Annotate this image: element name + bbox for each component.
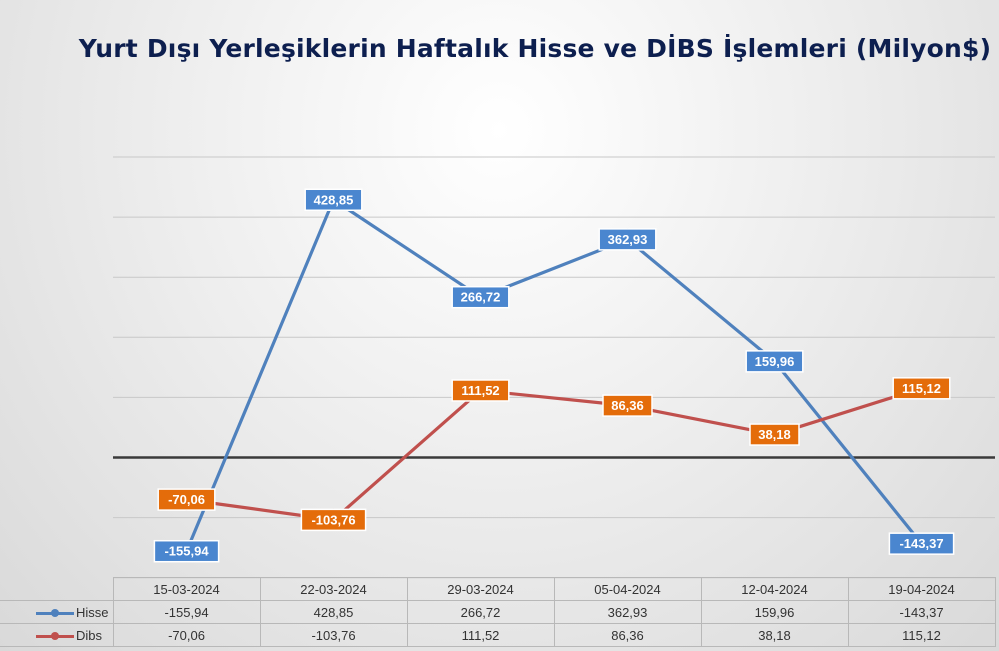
- chart-title: Yurt Dışı Yerleşiklerin Haftalık Hisse v…: [78, 34, 992, 63]
- legend-key: [36, 608, 74, 618]
- category-label: 15-03-2024: [112, 577, 261, 601]
- table-row: Hisse -155,94 428,85 266,72 362,93 159,96 -143…: [0, 600, 996, 624]
- data-label-box: [300, 508, 367, 532]
- table-cell: 115,12: [847, 623, 996, 647]
- data-label-dibs: -103,76: [300, 508, 367, 532]
- table-cell: -103,76: [259, 623, 408, 647]
- data-label-text: 115,12: [902, 381, 941, 396]
- data-label-box: [157, 488, 216, 511]
- data-label-text: 266,72: [461, 290, 501, 305]
- category-label: 12-04-2024: [700, 577, 849, 601]
- table-cell: 38,18: [700, 623, 849, 647]
- data-label-hisse: -143,37: [888, 532, 955, 555]
- table-cell: -155,94: [112, 600, 261, 624]
- category-label: 05-04-2024: [553, 577, 702, 601]
- data-label-box: [598, 228, 657, 251]
- data-label-dibs: 111,52: [451, 379, 510, 402]
- data-label-text: -143,37: [899, 536, 943, 551]
- table-cell: 86,36: [553, 623, 702, 647]
- data-label-dibs: -70,06: [157, 488, 216, 511]
- data-label-hisse: 159,96: [745, 350, 804, 373]
- series-line-hisse: [185, 198, 923, 552]
- data-labels: -155,94 428,85 266,72 362,93 159,96 -143,37 -7…: [153, 188, 955, 563]
- data-label-text: 362,93: [608, 232, 648, 247]
- data-label-text: -103,76: [311, 512, 355, 527]
- table-corner: [0, 577, 114, 601]
- data-label-box: [451, 285, 510, 309]
- data-label-box: [602, 394, 653, 417]
- data-label-hisse: -155,94: [153, 539, 220, 563]
- data-label-text: 86,36: [611, 398, 644, 413]
- category-label: 19-04-2024: [847, 577, 996, 601]
- legend-entry: Dibs: [0, 623, 114, 647]
- legend-key: [36, 631, 74, 641]
- table-cell: 159,96: [700, 600, 849, 624]
- legend-entry: Hisse: [0, 600, 114, 624]
- data-label-text: 159,96: [755, 354, 795, 369]
- table-cell: 428,85: [259, 600, 408, 624]
- data-label-dibs: 115,12: [892, 377, 951, 400]
- data-label-hisse: 266,72: [451, 285, 510, 309]
- table-cell: 111,52: [406, 623, 555, 647]
- data-label-text: 428,85: [314, 192, 354, 207]
- data-label-box: [745, 350, 804, 373]
- data-label-text: -70,06: [168, 492, 205, 507]
- table-cell: -143,37: [847, 600, 996, 624]
- gridlines: [113, 156, 995, 579]
- table-cell: 362,93: [553, 600, 702, 624]
- table-cell: -70,06: [112, 623, 261, 647]
- data-label-box: [749, 423, 800, 446]
- table-row: Dibs -70,06 -103,76 111,52 86,36 38,18 115,12: [0, 623, 996, 647]
- data-label-box: [892, 377, 951, 400]
- data-label-box: [304, 188, 363, 212]
- table-cell: 266,72: [406, 600, 555, 624]
- legend-name: Dibs: [76, 628, 103, 644]
- data-label-box: [153, 539, 220, 563]
- legend-name: Hisse: [76, 605, 109, 621]
- data-label-box: [888, 532, 955, 555]
- data-label-hisse: 428,85: [304, 188, 363, 212]
- data-label-dibs: 86,36: [602, 394, 653, 417]
- data-label-hisse: 362,93: [598, 228, 657, 251]
- category-label: 29-03-2024: [406, 577, 555, 601]
- data-table: 15-03-2024 22-03-2024 29-03-2024 05-04-2024…: [0, 577, 996, 647]
- data-label-dibs: 38,18: [749, 423, 800, 446]
- series-lines: [175, 188, 933, 563]
- category-label: 22-03-2024: [259, 577, 408, 601]
- data-label-text: 111,52: [461, 383, 499, 398]
- data-label-text: -155,94: [164, 544, 209, 559]
- data-label-text: 38,18: [758, 427, 791, 442]
- data-label-box: [451, 379, 510, 402]
